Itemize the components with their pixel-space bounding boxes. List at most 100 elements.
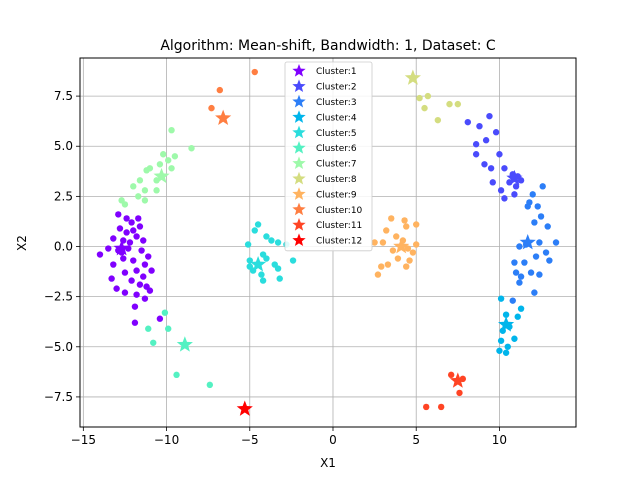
data-point-cluster-3 [544,223,551,230]
y-tick-label: −2.5 [44,290,73,304]
data-point-cluster-1 [133,233,140,240]
data-point-cluster-7 [188,145,195,152]
data-point-cluster-10 [251,68,258,76]
data-point-cluster-6 [145,325,152,332]
data-point-cluster-2 [487,165,495,172]
y-tick-label: 5.0 [54,139,73,153]
data-point-cluster-9 [404,245,412,252]
legend-marker [292,171,306,185]
data-point-cluster-9 [389,247,397,254]
data-point-cluster-3 [536,271,543,278]
data-point-cluster-2 [496,151,503,158]
data-point-cluster-1 [96,251,104,258]
data-point-cluster-7 [168,126,175,134]
data-point-cluster-6 [206,381,214,389]
data-point-cluster-11 [447,371,455,379]
data-point-cluster-4 [502,349,510,356]
data-point-cluster-9 [401,217,408,224]
data-point-cluster-1 [146,287,154,294]
data-point-cluster-1 [123,215,130,222]
data-point-cluster-7 [165,157,172,164]
x-tick-label: 5 [412,433,420,447]
x-tick-label: 10 [492,433,507,447]
legend-marker [292,202,306,216]
data-point-cluster-2 [472,141,480,148]
data-point-cluster-9 [406,257,413,264]
data-point-cluster-1 [140,237,147,244]
legend-marker [292,218,306,231]
data-point-cluster-9 [374,271,382,278]
legend-marker [292,156,306,170]
legend-marker [292,79,306,93]
data-point-cluster-5 [274,239,282,246]
data-point-cluster-9 [409,249,417,256]
data-point-cluster-1 [108,275,115,282]
data-point-cluster-9 [403,263,410,270]
data-point-cluster-4 [496,347,503,354]
data-point-cluster-3 [552,239,560,246]
cluster-center-star-4 [498,316,515,332]
data-point-cluster-8 [424,92,432,100]
data-point-cluster-3 [531,289,538,296]
legend: Cluster:1 Cluster:2 Cluster:3 Cluster:4 Clus… [284,61,373,252]
data-point-cluster-1 [130,257,137,264]
cluster-center-star-11 [449,372,466,388]
x-tick-label: −5 [241,433,259,447]
legend-marker [292,141,306,154]
x-tick-label: −10 [154,433,179,447]
cluster-center-star-5 [250,256,267,272]
cluster-center-star-3 [519,234,536,250]
data-point-cluster-2 [481,161,488,168]
data-point-cluster-5 [251,227,258,234]
data-point-cluster-9 [393,233,400,240]
data-point-cluster-3 [542,249,550,256]
data-point-cluster-9 [388,215,395,222]
data-point-cluster-2 [492,129,500,136]
data-point-cluster-5 [254,221,262,228]
cluster-center-star-9 [393,238,410,254]
data-point-cluster-4 [514,313,521,320]
plot-frame [79,57,577,428]
data-point-cluster-1 [131,303,139,310]
data-point-cluster-8 [446,100,453,108]
data-point-cluster-3 [509,297,516,304]
data-point-cluster-1 [135,215,142,222]
cluster-center-star-6 [176,336,193,352]
legend-marker [292,94,306,108]
data-point-cluster-1 [121,289,129,296]
y-tick-label: 0.0 [54,240,73,254]
data-point-cluster-5 [258,271,265,278]
legend-label: Cluster:2 [316,83,357,93]
cluster-center-star-7 [153,167,170,184]
data-point-cluster-7 [171,153,179,160]
data-point-cluster-1 [156,315,164,322]
y-axis-title: X2 [15,235,29,251]
data-point-cluster-2 [497,187,505,194]
data-point-cluster-1 [136,223,144,230]
data-point-cluster-1 [113,285,120,292]
data-point-cluster-3 [517,273,525,280]
x-axis-title: X1 [320,456,336,470]
data-point-cluster-8 [434,116,442,124]
legend-marker [292,125,306,139]
data-point-cluster-5 [263,233,270,240]
data-point-cluster-9 [413,221,420,228]
data-point-cluster-4 [511,335,518,342]
data-point-cluster-2 [517,177,525,184]
data-point-cluster-3 [511,259,518,266]
data-point-cluster-4 [497,337,505,344]
data-point-cluster-7 [118,197,125,204]
data-point-cluster-1 [148,267,155,274]
legend-label: Cluster:5 [316,129,357,139]
data-point-cluster-3 [516,279,523,286]
data-point-cluster-1 [133,267,140,274]
legend-label: Cluster:11 [316,221,362,231]
legend-box [284,61,373,252]
legend-label: Cluster:10 [316,206,363,216]
cluster-center-star-12 [236,400,253,416]
data-point-cluster-8 [454,100,462,108]
data-point-cluster-9 [384,261,392,268]
legend-label: Cluster:8 [316,175,357,185]
data-point-cluster-6 [173,371,180,379]
